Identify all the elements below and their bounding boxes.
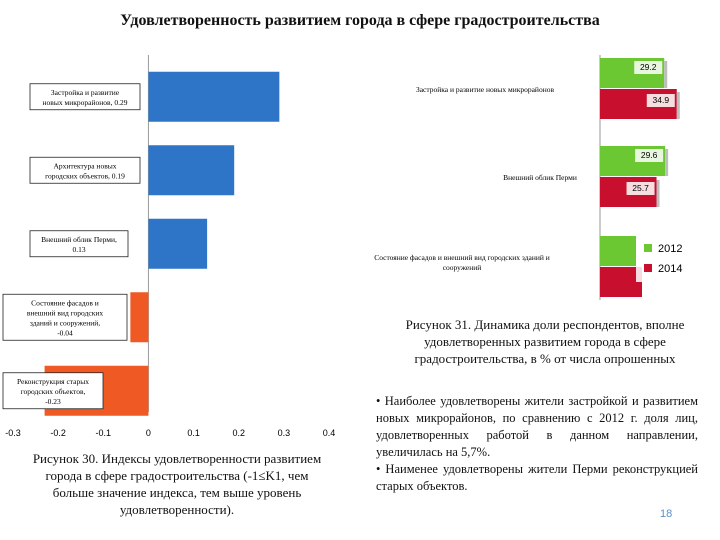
category-label: Состояние фасадов и внешний вид городски… xyxy=(374,253,550,272)
data-label: 29.2 xyxy=(640,62,657,72)
data-label-bg xyxy=(626,182,655,195)
index-bar xyxy=(130,292,149,343)
bar-shadow xyxy=(665,149,669,176)
dynamics-bar-chart: Застройка и развитие новых микрорайонов В… xyxy=(374,55,704,300)
data-label-box xyxy=(29,230,129,258)
data-label-bg xyxy=(646,94,675,107)
index-bar-chart: Застройка и развитие новых микрорайонов, … xyxy=(2,55,336,438)
summary-bullets: • Наиболее удовлетворены жители застройк… xyxy=(376,393,698,495)
bullet-item: • Наиболее удовлетворены жители застройк… xyxy=(376,394,698,459)
legend-swatch xyxy=(644,244,652,252)
x-tick-label: -0.3 xyxy=(5,428,21,438)
index-bar xyxy=(148,145,235,196)
x-tick-label: 0.3 xyxy=(278,428,291,438)
figure-30-caption: Рисунок 30. Индексы удовлетворенности ра… xyxy=(32,451,322,517)
data-label: 34.9 xyxy=(653,95,670,105)
index-bar xyxy=(148,71,280,122)
bar-shadow xyxy=(656,180,660,207)
x-tick-label: 0.1 xyxy=(187,428,200,438)
data-label: Внешний облик Перми, 0.13 xyxy=(41,235,117,254)
page-title: Удовлетворенность развитием города в сфе… xyxy=(120,12,600,29)
figure-31-caption: Рисунок 31. Динамика доли респондентов, … xyxy=(405,317,685,366)
index-bar xyxy=(148,218,208,269)
x-tick-label: -0.1 xyxy=(96,428,112,438)
page-number: 18 xyxy=(660,508,673,520)
x-tick-label: 0.2 xyxy=(232,428,245,438)
data-label: Состояние фасадов и внешний вид городских… xyxy=(27,298,104,337)
x-tick-label: -0.2 xyxy=(50,428,66,438)
legend-label: 2012 xyxy=(658,243,682,255)
data-label-box xyxy=(29,156,141,184)
category-label: Внешний облик Перми xyxy=(503,173,577,182)
bar-shadow xyxy=(664,61,668,88)
x-tick-label: 0.4 xyxy=(323,428,336,438)
series-bar-2014 xyxy=(600,267,642,297)
legend-swatch xyxy=(644,264,652,272)
data-label: Архитектура новых городских объектов, 0.1… xyxy=(45,161,125,180)
category-label: Застройка и развитие новых микрорайонов xyxy=(416,85,554,94)
data-label-box xyxy=(2,293,128,341)
data-label-box xyxy=(2,372,104,410)
data-label-bg xyxy=(634,61,663,74)
bullet-item: • Наименее удовлетворены жители Перми ре… xyxy=(376,462,698,493)
data-label: Застройка и развитие новых микрорайонов, … xyxy=(43,88,128,107)
data-label-bg xyxy=(635,149,664,162)
legend: 2012 2014 xyxy=(636,238,704,282)
bar-shadow xyxy=(676,92,680,119)
series-bar-2012 xyxy=(600,236,636,266)
data-label-box xyxy=(29,83,141,111)
data-label: Реконструкция старых городских объектов, -… xyxy=(17,377,89,406)
x-tick-label: 0 xyxy=(146,428,151,438)
data-label: 29.6 xyxy=(641,150,658,160)
legend-label: 2014 xyxy=(658,263,682,275)
data-label: 25.7 xyxy=(632,183,649,193)
